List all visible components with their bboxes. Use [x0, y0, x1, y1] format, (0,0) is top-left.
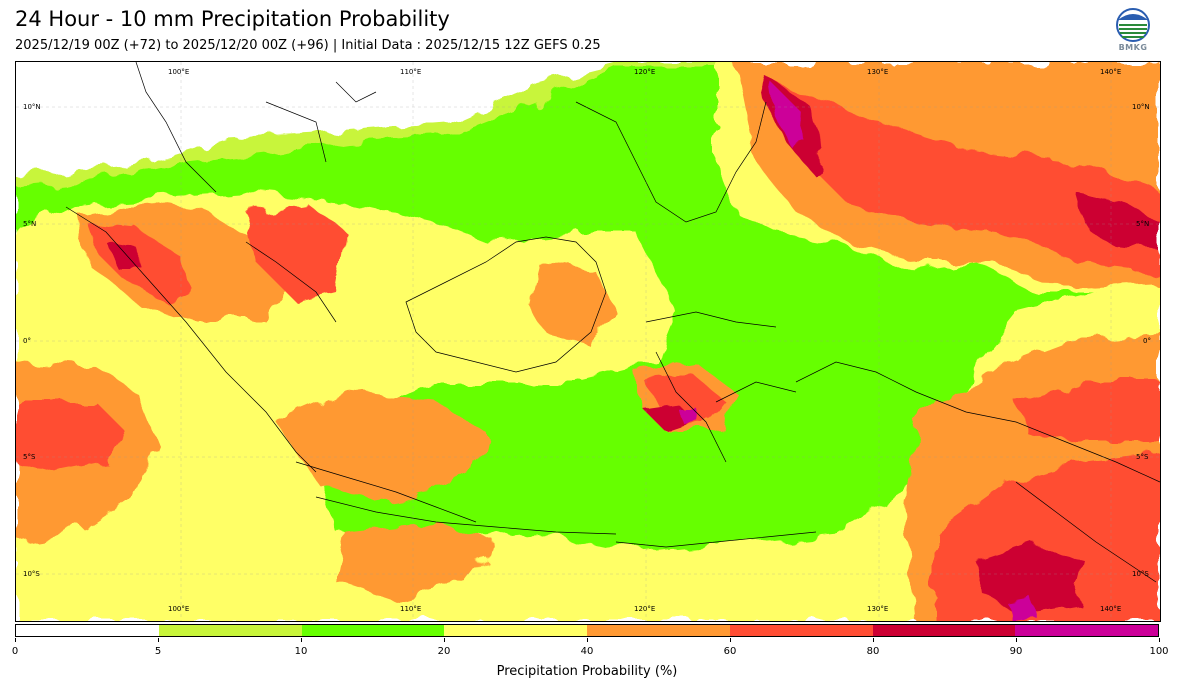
colorbar-segment [301, 625, 445, 636]
lat-label-right: 10°N [1132, 103, 1150, 111]
colorbar-tick [586, 638, 588, 642]
probability-region [776, 82, 1160, 272]
probability-region [16, 402, 126, 472]
probability-region [1006, 597, 1036, 620]
lon-label-top: 110°E [400, 68, 422, 76]
chart-subtitle: 2025/12/19 00Z (+72) to 2025/12/20 00Z (… [15, 38, 601, 53]
colorbar-tick-label: 80 [866, 646, 880, 657]
colorbar-segment [729, 625, 873, 636]
colorbar-tick [300, 638, 302, 642]
colorbar-segment [16, 625, 159, 636]
lat-label-left: 5°N [23, 220, 37, 228]
probability-region [676, 407, 701, 424]
lat-label-right: 0° [1143, 337, 1151, 345]
lon-label-top: 100°E [168, 68, 190, 76]
lon-label-bottom: 120°E [634, 605, 656, 613]
colorbar-tick-label: 20 [437, 646, 451, 657]
colorbar-title: Precipitation Probability (%) [496, 664, 678, 679]
colorbar-segment [587, 625, 730, 636]
colorbar-tick [729, 638, 731, 642]
colorbar-tick [872, 638, 874, 642]
probability-region [1076, 192, 1160, 252]
probability-region [106, 242, 146, 272]
lon-label-bottom: 100°E [168, 605, 190, 613]
colorbar-segment [1015, 625, 1158, 636]
graticule [16, 62, 1160, 621]
colorbar-tick-label: 0 [11, 646, 19, 657]
probability-region [246, 202, 346, 302]
colorbar-segment [444, 625, 587, 636]
lat-label-right: 10°S [1132, 570, 1149, 578]
lat-label-left: 0° [23, 337, 31, 345]
colorbar-tick [14, 638, 16, 642]
colorbar-tick-label: 60 [723, 646, 737, 657]
colorbar-tick-label: 90 [1009, 646, 1023, 657]
probability-region [1016, 382, 1160, 442]
chart-title: 24 Hour - 10 mm Precipitation Probabilit… [15, 7, 450, 31]
lon-label-top: 130°E [867, 68, 889, 76]
lon-label-bottom: 130°E [867, 605, 889, 613]
lon-label-top: 140°E [1100, 68, 1122, 76]
probability-region [976, 542, 1086, 612]
logo-text: BMKG [1118, 43, 1148, 52]
colorbar-segment [872, 625, 1016, 636]
probability-region [526, 262, 616, 342]
colorbar-tick [1158, 638, 1160, 642]
lon-label-bottom: 110°E [400, 605, 422, 613]
colorbar-tick [157, 638, 159, 642]
lat-label-left: 5°S [23, 453, 36, 461]
probability-region [16, 292, 1160, 621]
colorbar-tick-label: 10 [294, 646, 308, 657]
colorbar-tick [1015, 638, 1017, 642]
lat-label-left: 10°N [23, 103, 41, 111]
precipitation-map: 100°E 110°E 120°E 130°E 140°E 100°E 110°… [15, 61, 1161, 622]
lat-label-right: 5°S [1136, 453, 1149, 461]
lat-label-right: 5°N [1136, 220, 1150, 228]
probability-region [336, 522, 496, 602]
probability-region [276, 392, 486, 502]
probability-region [771, 82, 806, 147]
colorbar-tick-label: 40 [580, 646, 594, 657]
lon-label-top: 120°E [634, 68, 656, 76]
colorbar-tick-label: 5 [154, 646, 162, 657]
colorbar [15, 624, 1159, 637]
coastlines [65, 62, 1160, 583]
bmkg-logo-icon [1116, 8, 1150, 42]
colorbar-tick-label: 100 [1149, 646, 1169, 657]
lon-label-bottom: 140°E [1100, 605, 1122, 613]
precipitation-field [16, 62, 1160, 621]
colorbar-tick [443, 638, 445, 642]
colorbar-segment [158, 625, 302, 636]
bmkg-logo: BMKG [1110, 8, 1156, 56]
lat-label-left: 10°S [23, 570, 40, 578]
